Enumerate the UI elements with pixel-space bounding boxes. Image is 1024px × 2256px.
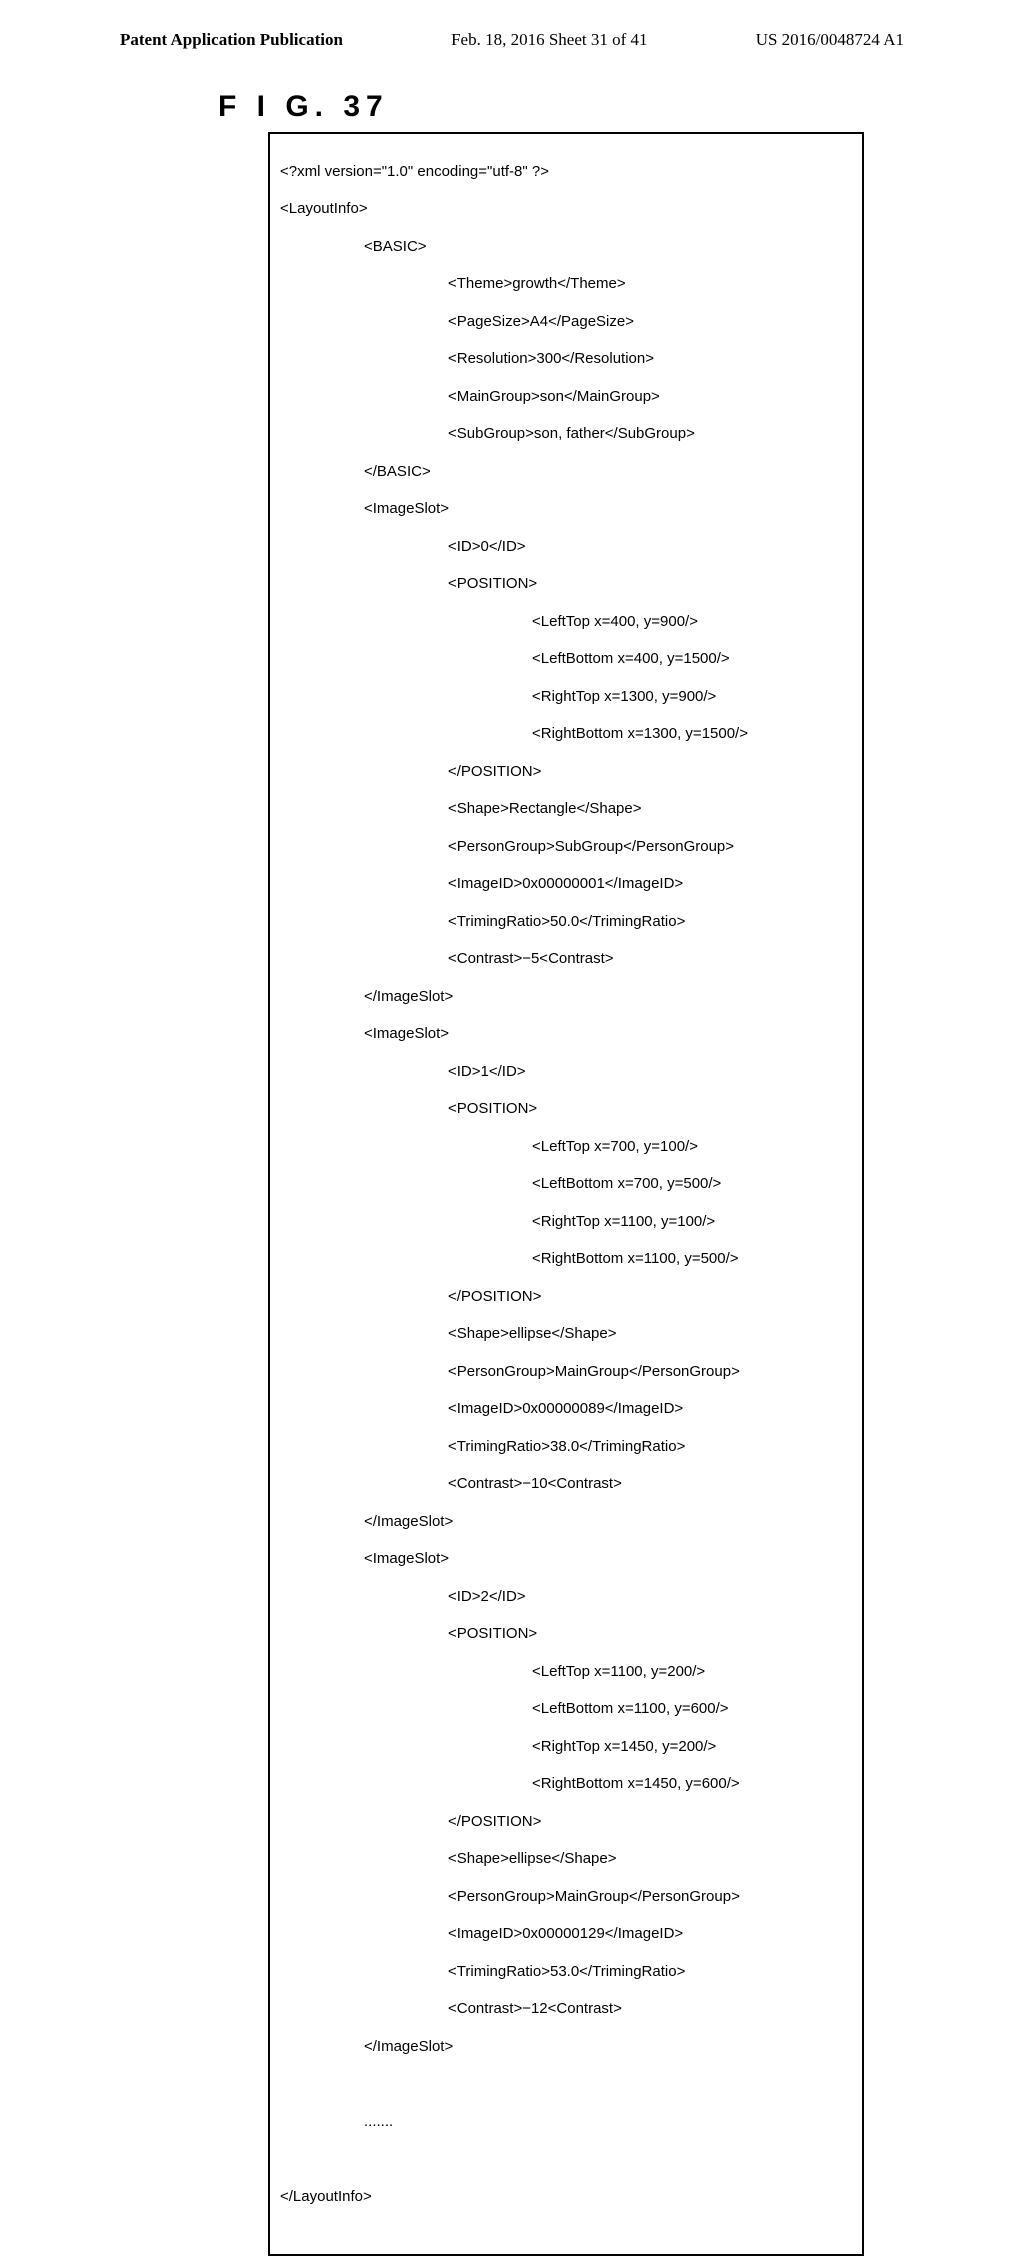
basic-close: </BASIC> <box>280 463 852 482</box>
imageslot1-open: <ImageSlot> <box>280 1025 852 1044</box>
slot2-pg: <PersonGroup>MainGroup</PersonGroup> <box>280 1888 852 1907</box>
slot2-lb: <LeftBottom x=1100, y=600/> <box>280 1700 852 1719</box>
slot0-rb: <RightBottom x=1300, y=1500/> <box>280 725 852 744</box>
slot2-rb: <RightBottom x=1450, y=600/> <box>280 1775 852 1794</box>
theme: <Theme>growth</Theme> <box>280 275 852 294</box>
basic-open: <BASIC> <box>280 238 852 257</box>
layoutinfo-open: <LayoutInfo> <box>280 200 852 219</box>
slot0-lt: <LeftTop x=400, y=900/> <box>280 613 852 632</box>
slot1-rb: <RightBottom x=1100, y=500/> <box>280 1250 852 1269</box>
slot0-trim: <TrimingRatio>50.0</TrimingRatio> <box>280 913 852 932</box>
slot1-id: <ID>1</ID> <box>280 1063 852 1082</box>
page-header: Patent Application Publication Feb. 18, … <box>0 0 1024 60</box>
slot2-id: <ID>2</ID> <box>280 1588 852 1607</box>
ellipsis: ....... <box>280 2113 852 2132</box>
slot1-pos-close: </POSITION> <box>280 1288 852 1307</box>
imageslot2-open: <ImageSlot> <box>280 1550 852 1569</box>
figure-label: F I G. 37 <box>0 60 1024 132</box>
header-center: Feb. 18, 2016 Sheet 31 of 41 <box>451 30 647 50</box>
slot0-lb: <LeftBottom x=400, y=1500/> <box>280 650 852 669</box>
slot1-lt: <LeftTop x=700, y=100/> <box>280 1138 852 1157</box>
slot0-pos-open: <POSITION> <box>280 575 852 594</box>
maingroup: <MainGroup>son</MainGroup> <box>280 388 852 407</box>
slot0-id: <ID>0</ID> <box>280 538 852 557</box>
xml-decl: <?xml version="1.0" encoding="utf-8" ?> <box>280 163 852 182</box>
slot1-pg: <PersonGroup>MainGroup</PersonGroup> <box>280 1363 852 1382</box>
imageslot0-open: <ImageSlot> <box>280 500 852 519</box>
slot1-pos-open: <POSITION> <box>280 1100 852 1119</box>
slot1-rt: <RightTop x=1100, y=100/> <box>280 1213 852 1232</box>
header-right: US 2016/0048724 A1 <box>756 30 904 50</box>
slot1-imgid: <ImageID>0x00000089</ImageID> <box>280 1400 852 1419</box>
slot2-contrast: <Contrast>−12<Contrast> <box>280 2000 852 2019</box>
slot1-contrast: <Contrast>−10<Contrast> <box>280 1475 852 1494</box>
slot0-imgid: <ImageID>0x00000001</ImageID> <box>280 875 852 894</box>
slot2-imgid: <ImageID>0x00000129</ImageID> <box>280 1925 852 1944</box>
imageslot1-close: </ImageSlot> <box>280 1513 852 1532</box>
slot2-trim: <TrimingRatio>53.0</TrimingRatio> <box>280 1963 852 1982</box>
subgroup: <SubGroup>son, father</SubGroup> <box>280 425 852 444</box>
slot1-trim: <TrimingRatio>38.0</TrimingRatio> <box>280 1438 852 1457</box>
slot2-lt: <LeftTop x=1100, y=200/> <box>280 1663 852 1682</box>
slot1-shape: <Shape>ellipse</Shape> <box>280 1325 852 1344</box>
slot0-pg: <PersonGroup>SubGroup</PersonGroup> <box>280 838 852 857</box>
xml-listing-box: <?xml version="1.0" encoding="utf-8" ?> … <box>268 132 864 2256</box>
imageslot2-close: </ImageSlot> <box>280 2038 852 2057</box>
slot2-pos-close: </POSITION> <box>280 1813 852 1832</box>
slot2-pos-open: <POSITION> <box>280 1625 852 1644</box>
resolution: <Resolution>300</Resolution> <box>280 350 852 369</box>
blank-line-2 <box>280 2150 852 2169</box>
slot2-rt: <RightTop x=1450, y=200/> <box>280 1738 852 1757</box>
slot1-lb: <LeftBottom x=700, y=500/> <box>280 1175 852 1194</box>
patent-page: Patent Application Publication Feb. 18, … <box>0 0 1024 1320</box>
pagesize: <PageSize>A4</PageSize> <box>280 313 852 332</box>
slot2-shape: <Shape>ellipse</Shape> <box>280 1850 852 1869</box>
imageslot0-close: </ImageSlot> <box>280 988 852 1007</box>
layoutinfo-close: </LayoutInfo> <box>280 2188 852 2207</box>
slot0-pos-close: </POSITION> <box>280 763 852 782</box>
header-left: Patent Application Publication <box>120 30 343 50</box>
slot0-contrast: <Contrast>−5<Contrast> <box>280 950 852 969</box>
blank-line <box>280 2075 852 2094</box>
slot0-shape: <Shape>Rectangle</Shape> <box>280 800 852 819</box>
slot0-rt: <RightTop x=1300, y=900/> <box>280 688 852 707</box>
